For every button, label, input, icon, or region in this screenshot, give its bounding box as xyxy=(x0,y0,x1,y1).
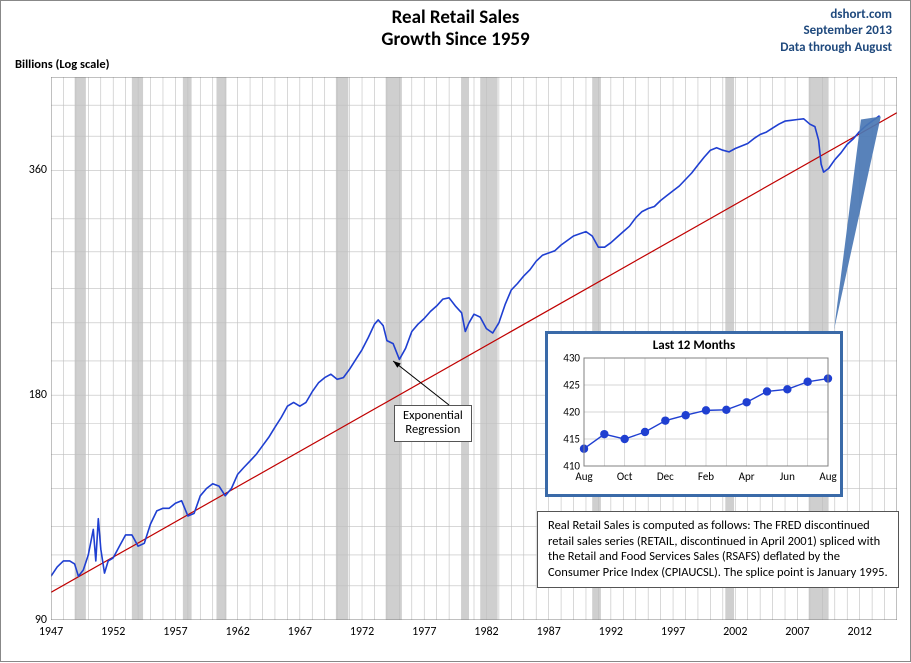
regression-label: ExponentialRegression xyxy=(394,405,472,442)
inset-y-tick: 425 xyxy=(563,379,580,392)
inset-x-tick: Feb xyxy=(698,470,714,483)
inset-x-tick: Apr xyxy=(739,470,755,483)
chart-container: { "title_line1":"Real Retail Sales", "ti… xyxy=(0,0,911,662)
inset-x-tick: Jun xyxy=(780,470,795,483)
attr-data-through: Data through August xyxy=(780,40,892,56)
x-tick-label: 2007 xyxy=(785,625,809,639)
inset-last-12-months: Last 12 Months AugOctDecFebAprJunAug 410… xyxy=(545,331,843,497)
x-tick-label: 2002 xyxy=(723,625,747,639)
x-tick-label: 1977 xyxy=(412,625,436,639)
inset-y-tick: 410 xyxy=(563,460,580,473)
inset-y-tick: 415 xyxy=(563,433,580,446)
y-tick-label: 360 xyxy=(29,163,47,177)
y-axis-label: Billions (Log scale) xyxy=(15,57,110,72)
x-tick-label: 1962 xyxy=(225,625,249,639)
attr-date: September 2013 xyxy=(780,23,892,39)
x-tick-label: 1997 xyxy=(661,625,685,639)
inset-y-tick: 420 xyxy=(563,406,580,419)
x-tick-label: 2012 xyxy=(848,625,872,639)
inset-y-tick: 430 xyxy=(563,352,580,365)
attr-site: dshort.com xyxy=(780,7,892,23)
inset-x-tick: Oct xyxy=(617,470,633,483)
methodology-note: Real Retail Sales is computed as follows… xyxy=(537,511,899,588)
x-tick-label: 1992 xyxy=(599,625,623,639)
y-tick-label: 90 xyxy=(35,613,47,627)
chart-title: Real Retail Sales Growth Since 1959 xyxy=(1,7,910,51)
x-tick-label: 1952 xyxy=(101,625,125,639)
inset-x-tick: Dec xyxy=(657,470,674,483)
x-tick-label: 1957 xyxy=(163,625,187,639)
inset-x-tick: Aug xyxy=(819,470,836,483)
attribution-block: dshort.com September 2013 Data through A… xyxy=(780,7,892,56)
x-tick-label: 1987 xyxy=(536,625,560,639)
title-line-2: Growth Since 1959 xyxy=(1,29,910,51)
x-tick-label: 1982 xyxy=(474,625,498,639)
x-tick-label: 1967 xyxy=(288,625,312,639)
y-tick-label: 180 xyxy=(29,388,47,402)
title-line-1: Real Retail Sales xyxy=(1,7,910,29)
inset-plot xyxy=(548,334,840,476)
x-tick-label: 1972 xyxy=(350,625,374,639)
x-tick-label: 1947 xyxy=(39,625,63,639)
